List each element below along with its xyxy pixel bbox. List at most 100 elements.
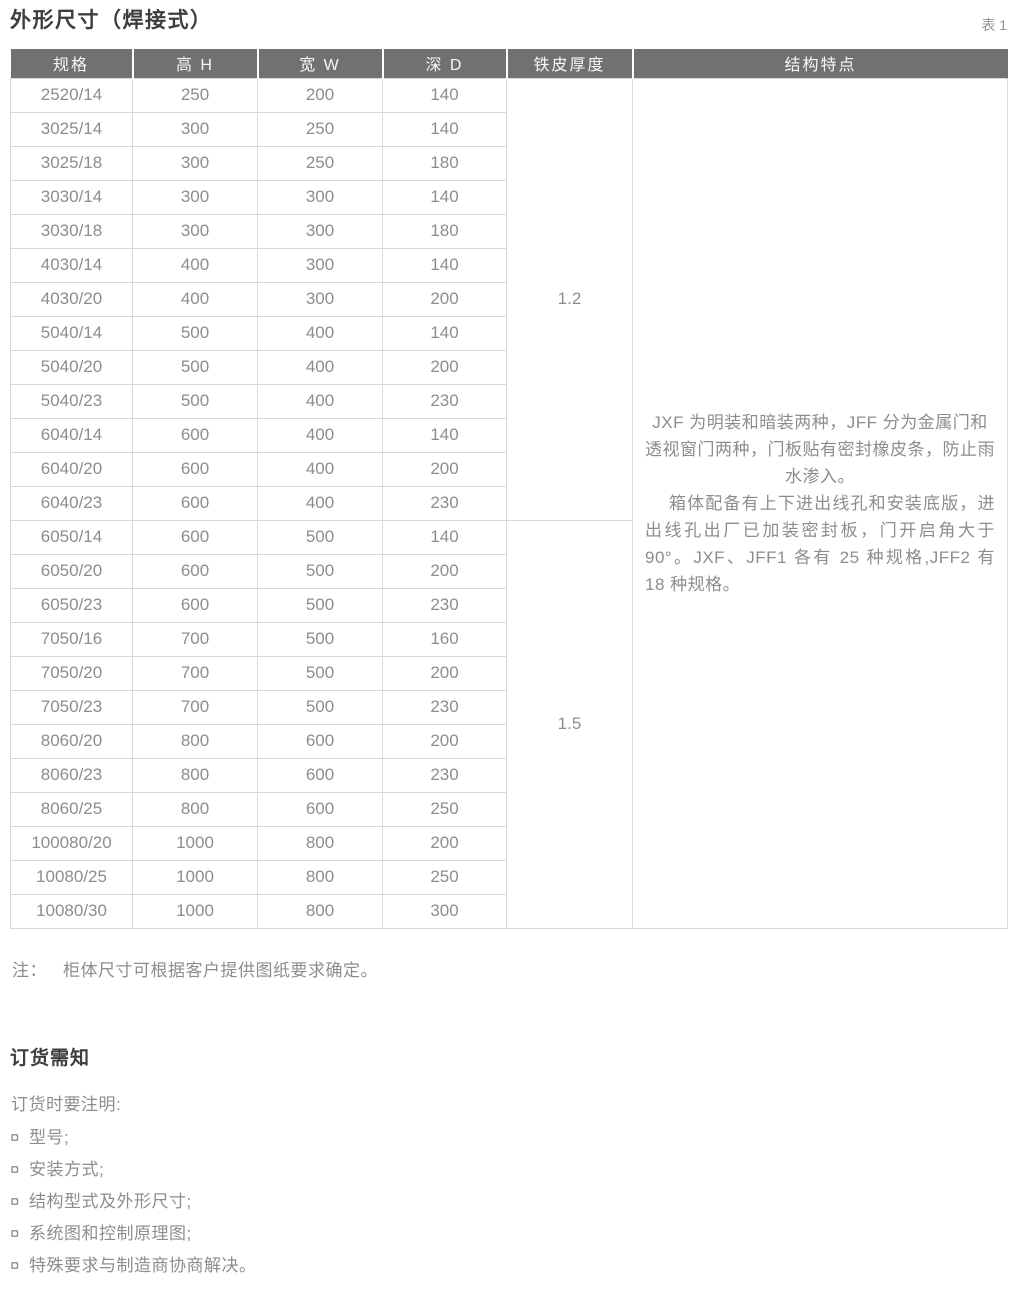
cell-height: 400 bbox=[132, 281, 258, 317]
cell-depth: 180 bbox=[382, 145, 507, 181]
list-item-text: 安装方式; bbox=[28, 1159, 105, 1179]
cell-depth: 140 bbox=[382, 315, 507, 351]
cell-depth: 140 bbox=[382, 519, 507, 555]
bullet-icon: ¤ bbox=[10, 1255, 20, 1275]
table-row: 3030/14 300 300 140 bbox=[10, 179, 1008, 215]
cell-height: 500 bbox=[132, 383, 258, 419]
cell-spec: 10080/25 bbox=[10, 859, 133, 895]
table-note: 注： 柜体尺寸可根据客户提供图纸要求确定。 bbox=[12, 956, 1007, 981]
spec-table-body: 2520/14 250 200 140 1.2 JXF 为明装和暗装两种，JFF 分为金属… bbox=[10, 77, 1008, 929]
cell-height: 1000 bbox=[132, 893, 258, 929]
page-title: 外形尺寸（焊接式） bbox=[10, 9, 213, 32]
list-item: ¤ 系统图和控制原理图; bbox=[10, 1218, 1007, 1250]
cell-height: 700 bbox=[132, 655, 258, 691]
table-row: 7050/23 700 500 230 bbox=[10, 689, 1008, 725]
cell-width: 600 bbox=[257, 791, 383, 827]
table-row: 8060/23 800 600 230 bbox=[10, 757, 1008, 793]
cell-spec: 7050/20 bbox=[10, 655, 133, 691]
cell-height: 300 bbox=[132, 111, 258, 147]
ordering-list: ¤ 型号; ¤ 安装方式; ¤ 结构型式及外形尺寸; ¤ 系统图和控制原理图; ¤ 特殊要… bbox=[10, 1122, 1007, 1282]
cell-depth: 200 bbox=[382, 553, 507, 589]
table-row: 6040/14 600 400 140 bbox=[10, 417, 1008, 453]
table-row: 8060/25 800 600 250 bbox=[10, 791, 1008, 827]
list-item-text: 系统图和控制原理图; bbox=[28, 1223, 192, 1243]
header-thickness: 铁皮厚度 bbox=[506, 49, 634, 78]
table-row: 3025/14 300 250 140 bbox=[10, 111, 1008, 147]
cell-depth: 230 bbox=[382, 587, 507, 623]
cell-depth: 140 bbox=[382, 417, 507, 453]
ordering-heading: 订货需知 bbox=[10, 1047, 91, 1069]
cell-depth: 200 bbox=[382, 281, 507, 317]
cell-width: 500 bbox=[257, 689, 383, 725]
cell-depth: 200 bbox=[382, 825, 507, 861]
cell-height: 500 bbox=[132, 349, 258, 385]
table-row: 7050/20 700 500 200 bbox=[10, 655, 1008, 691]
table-row: 3030/18 300 300 180 bbox=[10, 213, 1008, 249]
list-item: ¤ 安装方式; bbox=[10, 1154, 1007, 1186]
list-item: ¤ 特殊要求与制造商协商解决。 bbox=[10, 1250, 1007, 1282]
cell-spec: 2520/14 bbox=[10, 77, 133, 113]
cell-spec: 3030/14 bbox=[10, 179, 133, 215]
title-row: 外形尺寸（焊接式） 表 1 bbox=[10, 8, 1007, 34]
cell-width: 800 bbox=[257, 893, 383, 929]
cell-spec: 6040/23 bbox=[10, 485, 133, 521]
note-label: 注： bbox=[12, 960, 47, 980]
list-item: ¤ 型号; bbox=[10, 1122, 1007, 1154]
cell-width: 250 bbox=[257, 111, 383, 147]
list-item-text: 特殊要求与制造商协商解决。 bbox=[28, 1255, 257, 1275]
cell-width: 600 bbox=[257, 757, 383, 793]
cell-width: 300 bbox=[257, 281, 383, 317]
note-text: 柜体尺寸可根据客户提供图纸要求确定。 bbox=[63, 960, 378, 980]
bullet-icon: ¤ bbox=[10, 1223, 20, 1243]
cell-width: 500 bbox=[257, 621, 383, 657]
header-row: 规格 高 H 宽 W 深 D 铁皮厚度 结构特点 bbox=[10, 49, 1008, 78]
features-paragraph: 箱体配备有上下进出线孔和安装底版，进出线孔出厂已加装密封板，门开启角大于 90°… bbox=[645, 493, 995, 594]
cell-height: 600 bbox=[132, 553, 258, 589]
cell-width: 800 bbox=[257, 859, 383, 895]
cell-depth: 230 bbox=[382, 485, 507, 521]
cell-width: 500 bbox=[257, 519, 383, 555]
cell-depth: 230 bbox=[382, 689, 507, 725]
cell-spec: 7050/16 bbox=[10, 621, 133, 657]
cell-spec: 6050/20 bbox=[10, 553, 133, 589]
table-row: 5040/14 500 400 140 bbox=[10, 315, 1008, 351]
cell-depth: 250 bbox=[382, 791, 507, 827]
table-row: 100080/20 1000 800 200 bbox=[10, 825, 1008, 861]
bullet-icon: ¤ bbox=[10, 1191, 20, 1211]
header-depth: 深 D bbox=[382, 49, 508, 78]
cell-thickness: 1.2 bbox=[506, 77, 633, 521]
list-item-text: 型号; bbox=[28, 1127, 70, 1147]
cell-width: 500 bbox=[257, 587, 383, 623]
cell-width: 400 bbox=[257, 315, 383, 351]
header-width: 宽 W bbox=[257, 49, 384, 78]
cell-height: 250 bbox=[132, 77, 258, 113]
cell-width: 600 bbox=[257, 723, 383, 759]
cell-height: 300 bbox=[132, 213, 258, 249]
cell-spec: 6050/14 bbox=[10, 519, 133, 555]
cell-height: 600 bbox=[132, 519, 258, 555]
table-header: 规格 高 H 宽 W 深 D 铁皮厚度 结构特点 bbox=[10, 49, 1008, 78]
header-features: 结构特点 bbox=[632, 49, 1008, 78]
cell-width: 500 bbox=[257, 553, 383, 589]
cell-spec: 6040/14 bbox=[10, 417, 133, 453]
cell-spec: 6040/20 bbox=[10, 451, 133, 487]
table-row: 3025/18 300 250 180 bbox=[10, 145, 1008, 181]
cell-depth: 200 bbox=[382, 655, 507, 691]
cell-spec: 6050/23 bbox=[10, 587, 133, 623]
features-paragraph: JXF 为明装和暗装两种，JFF 分为金属门和透视窗门两种，门板贴有密封橡皮条，… bbox=[645, 412, 995, 486]
cell-height: 800 bbox=[132, 791, 258, 827]
cell-width: 400 bbox=[257, 349, 383, 385]
cell-features: JXF 为明装和暗装两种，JFF 分为金属门和透视窗门两种，门板贴有密封橡皮条，… bbox=[632, 77, 1008, 929]
cell-depth: 140 bbox=[382, 247, 507, 283]
cell-depth: 230 bbox=[382, 757, 507, 793]
cell-height: 300 bbox=[132, 179, 258, 215]
table-row: 5040/23 500 400 230 bbox=[10, 383, 1008, 419]
cell-depth: 140 bbox=[382, 77, 507, 113]
ordering-intro: 订货时要注明: bbox=[11, 1094, 122, 1114]
cell-width: 400 bbox=[257, 451, 383, 487]
cell-height: 400 bbox=[132, 247, 258, 283]
header-spec: 规格 bbox=[10, 49, 134, 78]
cell-spec: 5040/14 bbox=[10, 315, 133, 351]
cell-depth: 160 bbox=[382, 621, 507, 657]
cell-width: 500 bbox=[257, 655, 383, 691]
